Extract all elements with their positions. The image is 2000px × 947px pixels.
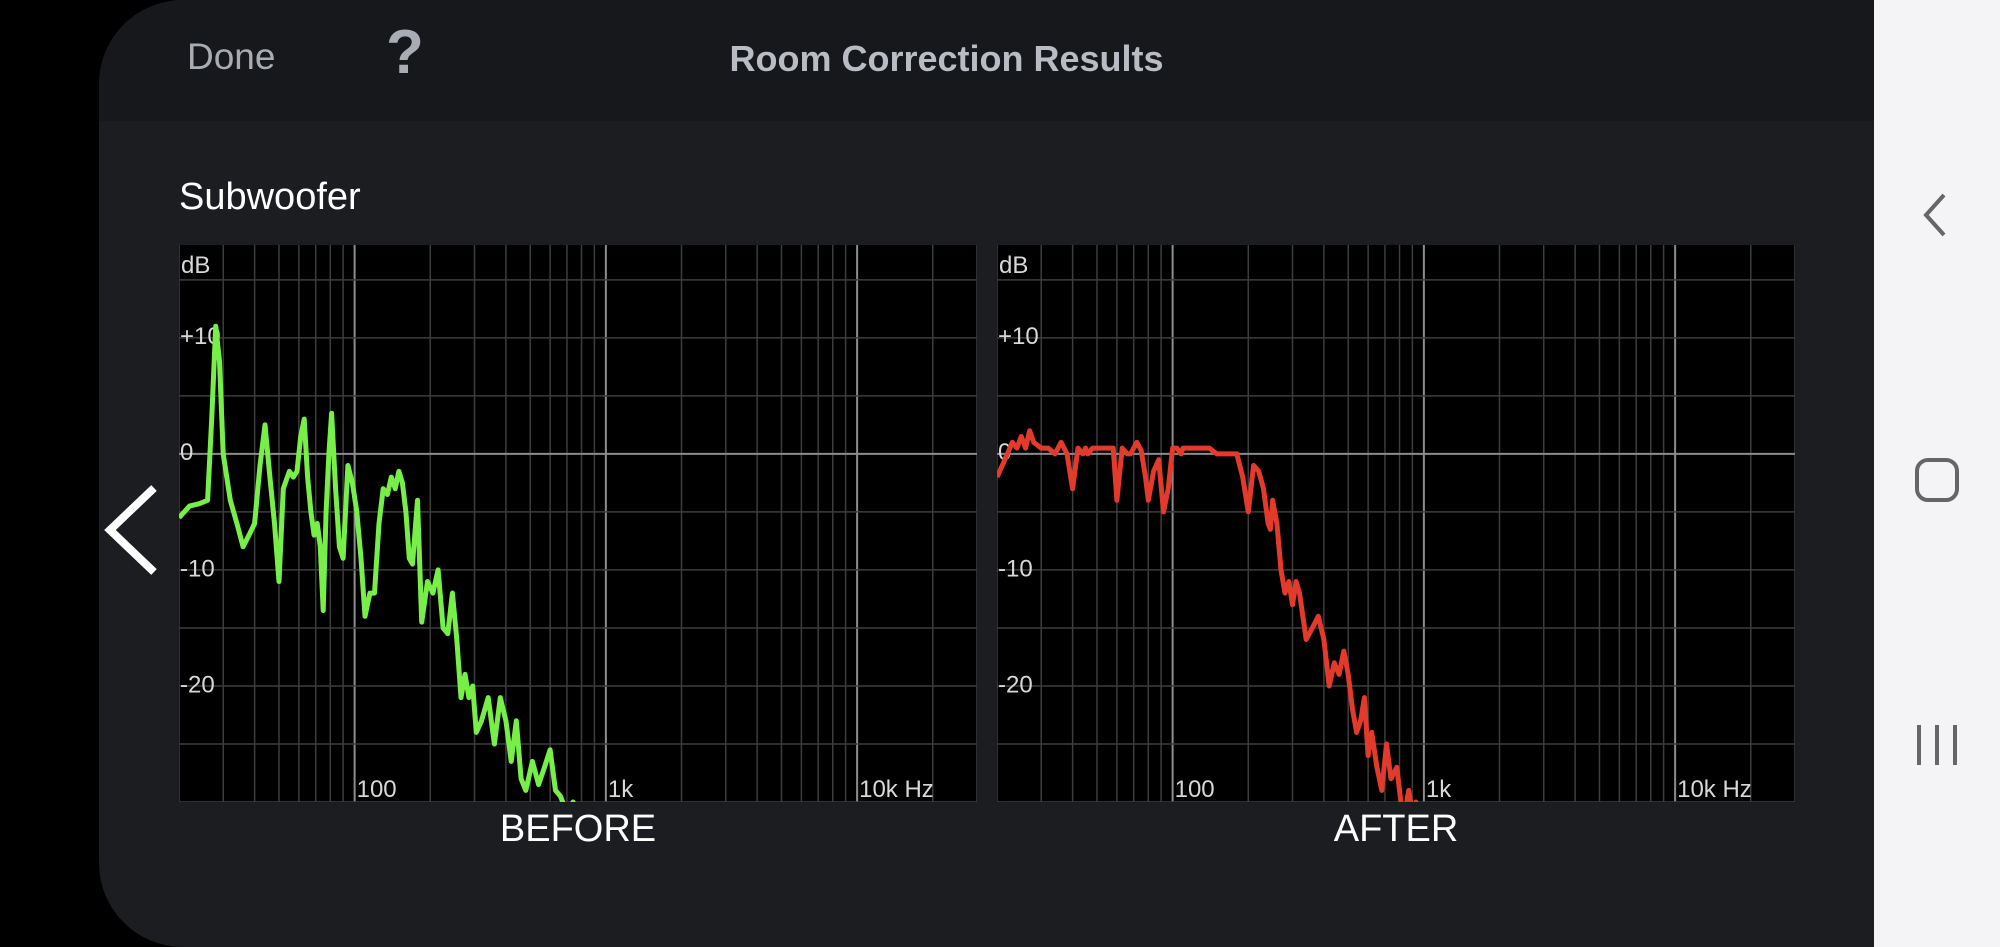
y-tick-label: -10 (180, 555, 215, 582)
chart-after: dB +10 0 -10 -20 100 1k 10k Hz (997, 245, 1795, 802)
home-square-icon[interactable] (1874, 440, 2000, 525)
x-tick-label: 1k (608, 776, 634, 802)
recents-bars-icon[interactable] (1874, 705, 2000, 790)
chevron-left-icon[interactable] (1874, 180, 2000, 255)
x-tick-label: 100 (1175, 776, 1215, 802)
y-tick-label: -20 (998, 671, 1033, 698)
header-bar: Done ? Room Correction Results (99, 0, 1874, 121)
page-title: Room Correction Results (729, 38, 1164, 79)
section-title: Subwoofer (179, 176, 361, 218)
previous-arrow-icon[interactable] (102, 480, 162, 585)
y-tick-label: 0 (998, 439, 1011, 466)
main-panel: Done ? Room Correction Results Subwoofer… (99, 0, 1874, 947)
x-tick-label: 10k Hz (859, 776, 934, 802)
x-tick-label: 100 (357, 776, 397, 802)
y-tick-label: -10 (998, 555, 1033, 582)
done-button[interactable]: Done (187, 36, 276, 77)
chart-before: dB +10 0 -10 -20 100 1k 10k Hz (179, 245, 977, 802)
x-tick-label: 1k (1426, 776, 1452, 802)
chart-caption-before: BEFORE (499, 808, 657, 850)
y-tick-label: -20 (180, 671, 215, 698)
y-tick-label: +10 (998, 323, 1039, 350)
chart-ylabel: dB (999, 252, 1028, 279)
chart-ylabel: dB (181, 252, 210, 279)
x-tick-label: 10k Hz (1677, 776, 1752, 802)
system-nav-bar (1874, 0, 2000, 947)
chart-caption-after: AFTER (1333, 808, 1459, 850)
series-line (179, 323, 576, 802)
chart-after-svg: dB +10 0 -10 -20 100 1k 10k Hz (997, 245, 1795, 802)
series-line (997, 428, 1419, 802)
help-button[interactable]: ? (386, 18, 424, 87)
y-tick-label: 0 (180, 439, 193, 466)
